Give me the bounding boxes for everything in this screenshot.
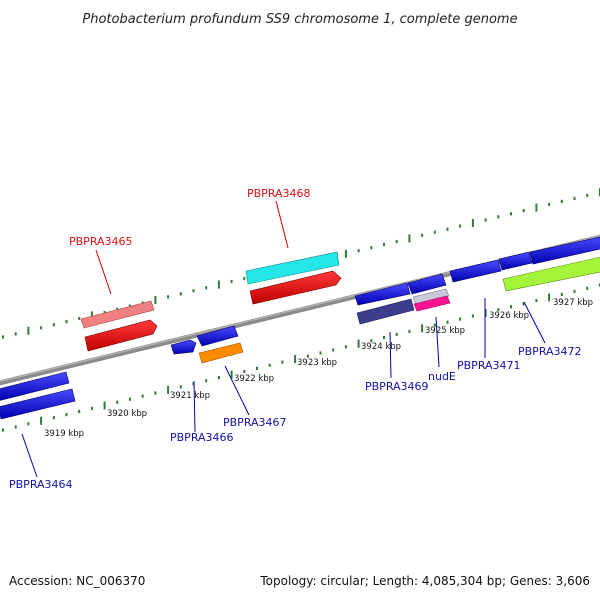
label-PBPRA3464[interactable]: PBPRA3464 <box>9 478 73 491</box>
label-PBPRA3466[interactable]: PBPRA3466 <box>170 431 234 444</box>
gene-blue-feature-left-1[interactable] <box>0 371 70 401</box>
label-PBPRA3468[interactable]: PBPRA3468 <box>247 187 311 200</box>
forward-genes <box>80 251 342 352</box>
gene-red-feature-2[interactable] <box>249 270 342 305</box>
leader-PBPRA3464 <box>21 433 38 478</box>
scale-label-3921: 3921 kbp <box>170 391 210 401</box>
gene-PBPRA3467-feature[interactable] <box>198 342 244 364</box>
inner-tick-row <box>2 283 600 432</box>
gene-PBPRA3472-feature[interactable] <box>502 256 600 292</box>
gene-nudE-feature[interactable] <box>413 295 451 312</box>
label-PBPRA3471[interactable]: PBPRA3471 <box>457 359 521 372</box>
leader-PBPRA3465 <box>95 249 112 295</box>
leader-PBPRA3468 <box>275 200 289 249</box>
gene-PBPRA3466-feature[interactable] <box>170 339 197 355</box>
gene-blue-feature-3469-upper[interactable] <box>354 282 411 306</box>
leader-PBPRA3472 <box>523 301 546 344</box>
scale-label-3924: 3924 kbp <box>361 342 401 352</box>
gene-labels: PBPRA3465 PBPRA3468 PBPRA3464 PBPRA3466 … <box>9 187 582 491</box>
label-PBPRA3467[interactable]: PBPRA3467 <box>223 416 287 429</box>
gene-grey-feature[interactable] <box>412 288 450 305</box>
gene-blue-feature-nudE-upper[interactable] <box>407 273 447 295</box>
gene-red-feature-1[interactable] <box>84 319 158 352</box>
gene-blue-feature-mid[interactable] <box>196 325 239 347</box>
scale-label-3920: 3920 kbp <box>107 409 147 419</box>
label-nudE[interactable]: nudE <box>428 370 456 383</box>
gene-PBPRA3471-feature[interactable] <box>449 259 502 283</box>
scale-label-3919: 3919 kbp <box>44 429 84 439</box>
label-PBPRA3472[interactable]: PBPRA3472 <box>518 345 582 358</box>
leader-PBPRA3467 <box>224 365 250 416</box>
gene-PBPRA3468-feature[interactable] <box>245 251 340 285</box>
genome-summary-text: Topology: circular; Length: 4,085,304 bp… <box>260 574 590 588</box>
gene-PBPRA3465-feature[interactable] <box>80 300 155 329</box>
scale-label-3925: 3925 kbp <box>425 326 465 336</box>
gene-blue-feature-3472-upper[interactable] <box>498 251 533 271</box>
leader-PBPRA3466 <box>193 380 196 433</box>
leader-nudE <box>435 316 440 368</box>
leader-PBPRA3469 <box>389 331 392 379</box>
map-title: Photobacterium profundum SS9 chromosome … <box>82 12 517 27</box>
label-PBPRA3465[interactable]: PBPRA3465 <box>69 235 133 248</box>
gene-PBPRA3464-feature[interactable] <box>0 388 76 420</box>
scale-label-3927: 3927 kbp <box>553 298 593 308</box>
scale-label-3923: 3923 kbp <box>297 358 337 368</box>
label-PBPRA3469[interactable]: PBPRA3469 <box>365 380 429 393</box>
gene-blue-feature-right[interactable] <box>529 236 600 265</box>
scale-label-3922: 3922 kbp <box>234 374 274 384</box>
reverse-genes <box>0 236 600 420</box>
accession-text: Accession: NC_006370 <box>9 574 146 588</box>
label-leader-lines <box>21 200 546 478</box>
scale-label-3926: 3926 kbp <box>489 311 529 321</box>
scale-labels: 3919 kbp 3920 kbp 3921 kbp 3922 kbp 3923… <box>44 298 593 439</box>
gene-PBPRA3469-feature[interactable] <box>356 298 415 325</box>
